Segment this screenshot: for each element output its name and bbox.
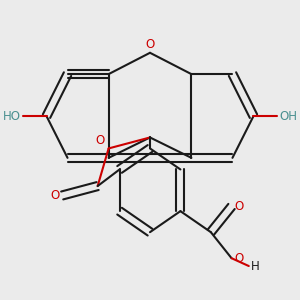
Text: OH: OH — [279, 110, 297, 123]
Text: O: O — [50, 189, 60, 202]
Text: O: O — [146, 38, 154, 51]
Text: H: H — [251, 260, 260, 272]
Text: HO: HO — [3, 110, 21, 123]
Text: O: O — [96, 134, 105, 147]
Text: O: O — [235, 200, 244, 213]
Text: O: O — [235, 252, 244, 265]
